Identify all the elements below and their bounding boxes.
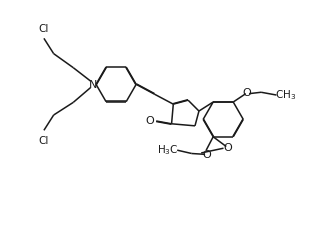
Text: O: O bbox=[203, 149, 211, 159]
Text: Cl: Cl bbox=[39, 24, 49, 34]
Text: O: O bbox=[146, 115, 155, 125]
Text: CH$_3$: CH$_3$ bbox=[275, 88, 296, 102]
Text: H$_3$C: H$_3$C bbox=[157, 142, 178, 156]
Text: N: N bbox=[89, 80, 97, 90]
Text: O: O bbox=[223, 142, 232, 152]
Text: O: O bbox=[242, 88, 251, 98]
Text: Cl: Cl bbox=[39, 136, 49, 146]
